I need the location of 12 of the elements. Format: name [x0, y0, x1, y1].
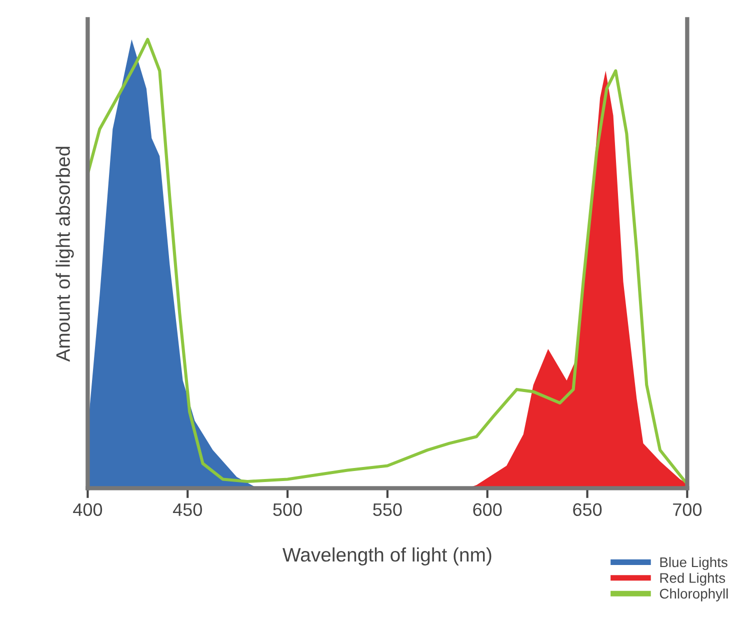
x-tick-label: 700 — [673, 503, 702, 516]
x-tick-label: 550 — [373, 503, 402, 516]
x-tick-label: 400 — [73, 503, 102, 516]
legend-label: Blue Lights — [660, 556, 728, 570]
x-tick-label: 600 — [473, 503, 502, 516]
legend-label: Red Lights — [660, 572, 726, 586]
x-tick-label: 650 — [573, 503, 602, 516]
x-tick-label: 450 — [172, 503, 202, 516]
legend-label: Chlorophyll — [660, 588, 728, 602]
y-axis-title: Amount of light absorbed — [56, 146, 74, 362]
x-axis-title: Wavelength of light (nm) — [282, 547, 492, 566]
x-tick-label: 500 — [273, 503, 302, 516]
